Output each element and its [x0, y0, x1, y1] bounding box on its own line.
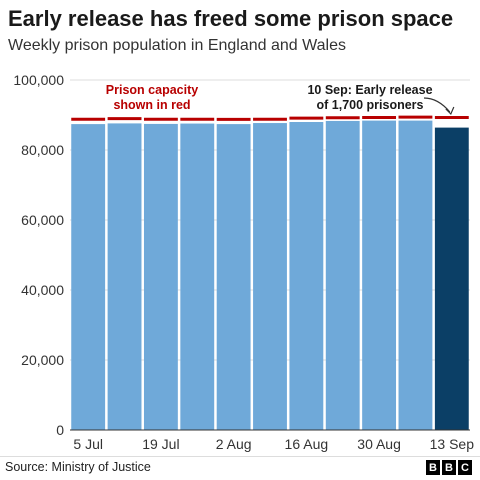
x-tick-label: 13 Sep [430, 436, 475, 452]
axis-layer: 0 20,000 40,000 60,000 80,000 100,000 5 Jul 19 … [13, 72, 474, 452]
bar [107, 123, 142, 431]
chart-subtitle: Weekly prison population in England and … [8, 37, 346, 54]
bar-highlight [434, 127, 469, 430]
bar [398, 120, 433, 430]
release-annotation-line: 10 Sep: Early release [307, 83, 432, 97]
y-tick-label: 0 [56, 422, 64, 438]
bbc-logo-letter-3: C [458, 460, 472, 475]
x-tick-label: 30 Aug [357, 436, 401, 452]
bar [180, 123, 215, 430]
source-note: Source: Ministry of Justice [5, 460, 151, 474]
annotation-arrow [423, 97, 451, 113]
y-tick-label: 40,000 [21, 282, 64, 298]
bar [71, 124, 106, 430]
y-tick-label: 20,000 [21, 352, 64, 368]
bar [216, 124, 251, 430]
release-annotation-line: of 1,700 prisoners [317, 98, 424, 112]
y-tick-label: 100,000 [13, 72, 64, 88]
bbc-logo: B B C [426, 460, 472, 475]
y-tick-label: 60,000 [21, 212, 64, 228]
bar [325, 120, 360, 430]
x-tick-label: 2 Aug [216, 436, 252, 452]
bbc-logo-letter-2: B [442, 460, 456, 475]
x-tick-label: 16 Aug [285, 436, 329, 452]
bar [362, 120, 397, 430]
footer-divider [0, 456, 480, 457]
bar-chart: 0 20,000 40,000 60,000 80,000 100,000 5 Jul 19 … [13, 72, 474, 452]
annotation-arrowhead [445, 106, 455, 116]
y-tick-label: 80,000 [21, 142, 64, 158]
capacity-layer [71, 115, 469, 121]
x-tick-label: 5 Jul [73, 436, 103, 452]
bar [253, 123, 287, 431]
x-tick-label: 19 Jul [142, 436, 179, 452]
bar-layer [71, 120, 469, 431]
bar [289, 122, 324, 430]
bbc-logo-letter-1: B [426, 460, 440, 475]
chart-title: Early release has freed some prison spac… [8, 6, 454, 31]
bar [143, 123, 178, 431]
capacity-annotation-line: Prison capacity [106, 83, 198, 97]
capacity-annotation-line: shown in red [113, 98, 190, 112]
